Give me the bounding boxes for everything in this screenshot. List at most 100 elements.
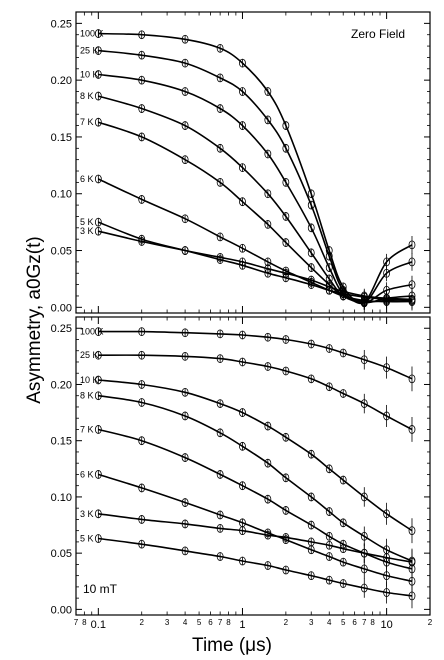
x-tick-label: 10 xyxy=(380,619,392,631)
data-point xyxy=(282,177,290,187)
data-point xyxy=(307,200,315,210)
data-point xyxy=(138,50,146,60)
data-point xyxy=(239,243,246,253)
data-point xyxy=(360,583,368,593)
x-minor-tick-label: 2 xyxy=(428,618,433,627)
data-point xyxy=(216,104,224,113)
data-point xyxy=(216,232,224,242)
data-point xyxy=(339,557,347,567)
data-point xyxy=(216,43,224,53)
data-point xyxy=(94,509,102,519)
data-point xyxy=(339,389,347,398)
data-point xyxy=(408,257,416,267)
data-point xyxy=(138,195,146,204)
data-point xyxy=(94,70,102,79)
data-point xyxy=(181,453,189,462)
data-point xyxy=(216,399,224,408)
data-point xyxy=(383,411,391,421)
data-point xyxy=(216,524,224,533)
data-point xyxy=(181,58,189,68)
data-point xyxy=(282,268,290,278)
series-label: 6 K xyxy=(80,469,94,479)
panel-1: 0.00 0.05 0.10 0.15 0.20 0.25 Zero Field 100 K 2… xyxy=(51,11,431,314)
data-point xyxy=(181,155,189,165)
y-tick-label: 0.25 xyxy=(51,323,72,335)
data-point xyxy=(216,252,224,262)
data-point xyxy=(94,375,102,385)
data-point xyxy=(360,564,368,574)
data-point xyxy=(138,539,146,549)
fit-curve xyxy=(98,537,413,597)
data-point xyxy=(282,335,290,344)
data-point xyxy=(138,75,146,85)
data-point xyxy=(307,374,315,384)
data-point xyxy=(282,143,290,153)
data-point xyxy=(383,553,391,563)
x-minor-tick-label: 7 xyxy=(362,618,367,627)
data-point xyxy=(408,425,416,434)
data-point xyxy=(307,571,315,581)
data-point xyxy=(264,561,272,570)
data-point xyxy=(181,546,189,556)
fit-curve xyxy=(98,394,413,562)
x-minor-tick-label: 4 xyxy=(183,618,188,627)
data-point xyxy=(325,263,333,272)
data-point xyxy=(239,556,246,566)
data-point xyxy=(181,519,189,529)
data-point xyxy=(307,248,315,258)
y-tick-label: 0.20 xyxy=(51,379,72,391)
series-25k: 25 K xyxy=(80,46,416,311)
series-label: 25 K xyxy=(80,46,99,56)
data-point xyxy=(282,565,290,575)
data-point xyxy=(325,552,333,561)
data-point xyxy=(239,408,246,417)
data-point xyxy=(138,380,146,389)
data-point xyxy=(408,526,416,536)
data-point xyxy=(325,575,333,585)
data-point xyxy=(282,533,290,542)
data-point xyxy=(307,449,315,459)
data-point xyxy=(138,398,146,407)
series-label: 3 K xyxy=(80,226,94,236)
panel-annotation: Zero Field xyxy=(351,27,405,41)
data-point xyxy=(282,432,290,442)
x-minor-tick-label: 3 xyxy=(165,618,170,627)
data-point xyxy=(282,506,290,515)
data-point xyxy=(181,411,189,421)
x-axis-title: Time (μs) xyxy=(192,635,272,656)
data-point xyxy=(383,363,391,373)
data-point xyxy=(138,483,146,493)
y-axis-title: Asymmetry, a0Gz(t) xyxy=(24,236,45,404)
data-point xyxy=(264,530,272,540)
y-tick-label: 0.00 xyxy=(51,604,72,616)
panel-2: 0.000.050.100.150.200.257 8 2 3 4 5 6 7 8 2 3 4 5 6 7 8… xyxy=(51,316,433,631)
data-point xyxy=(325,382,333,392)
data-point xyxy=(239,441,246,451)
data-point xyxy=(216,329,224,339)
series-label: 100 K xyxy=(80,327,104,337)
series-label: 10 K xyxy=(80,375,99,385)
data-point xyxy=(138,327,146,337)
data-point xyxy=(383,293,391,303)
data-point xyxy=(216,143,224,153)
series-5k: 5 K xyxy=(80,534,416,609)
series-8k: 8 K xyxy=(80,391,416,574)
data-point xyxy=(181,121,189,130)
data-point xyxy=(360,291,368,301)
data-point xyxy=(325,507,333,516)
data-point xyxy=(264,494,272,504)
data-point xyxy=(307,339,315,349)
x-minor-tick-label: 7 xyxy=(74,618,79,627)
data-point xyxy=(239,163,246,173)
data-point xyxy=(307,537,315,547)
series-label: 7 K xyxy=(80,424,94,434)
data-point xyxy=(239,526,246,536)
data-point xyxy=(216,510,224,520)
series-7k: 7 K xyxy=(80,117,416,309)
y-tick-label: 0.05 xyxy=(51,548,72,560)
x-minor-tick-label: 6 xyxy=(208,618,213,627)
data-point xyxy=(94,174,102,184)
data-point xyxy=(239,357,246,367)
y-tick-label: 0.00 xyxy=(51,302,72,314)
